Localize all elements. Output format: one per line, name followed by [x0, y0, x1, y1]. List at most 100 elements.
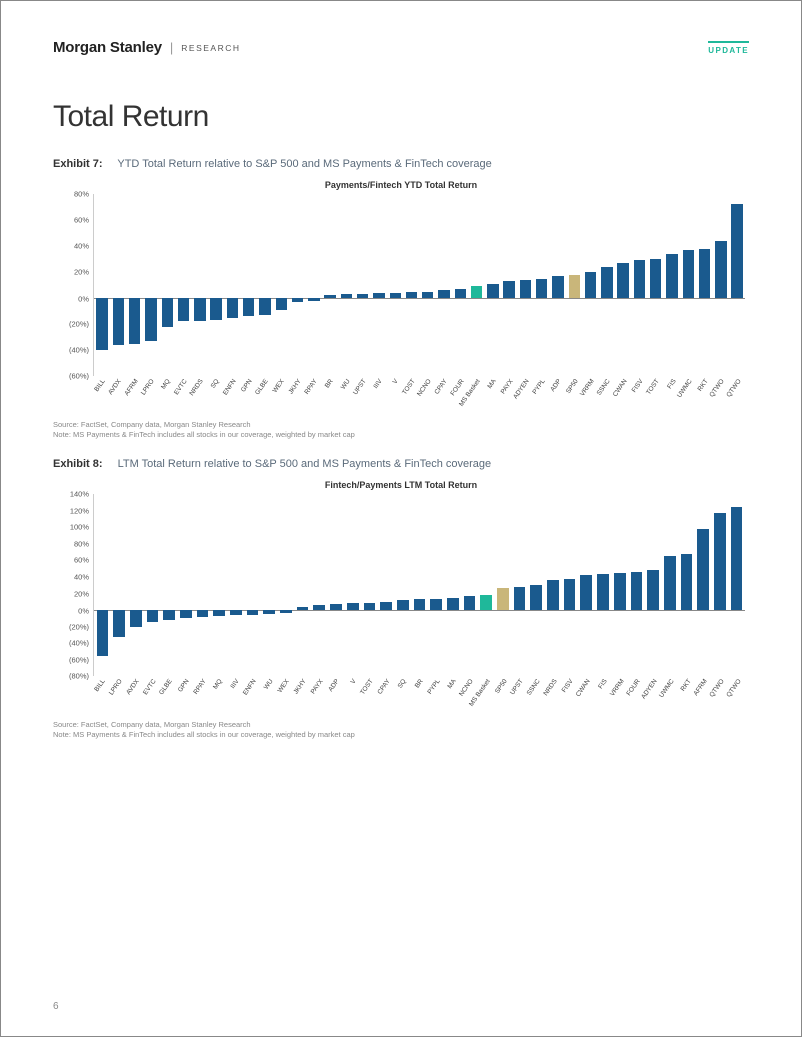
bar-slot [478, 494, 495, 676]
bar-slot [595, 494, 612, 676]
x-axis-label-slot: FISV [631, 376, 647, 414]
brand-block: Morgan Stanley | RESEARCH [53, 39, 241, 56]
bar [514, 587, 526, 610]
x-axis-label: MQ [160, 378, 172, 391]
bar-slot [94, 494, 111, 676]
x-axis-label: AVDX [108, 378, 124, 396]
exhibit8-label: Exhibit 8: LTM Total Return relative to … [53, 458, 749, 470]
bar [280, 610, 292, 612]
y-axis-label: 40% [74, 572, 94, 581]
bar-slot [244, 494, 261, 676]
x-axis-label-slot: WU [260, 676, 277, 714]
bar [471, 286, 482, 298]
y-axis-label: 80% [74, 190, 94, 199]
y-axis-label: 40% [74, 242, 94, 251]
bar-slot [561, 494, 578, 676]
bar-slot [615, 194, 631, 376]
x-axis-label: SSNC [526, 678, 542, 697]
x-axis-label: CWAN [575, 678, 592, 698]
exhibit7-source: Source: FactSet, Company data, Morgan St… [53, 420, 749, 440]
x-axis-label-slot: MS Basket [478, 676, 495, 714]
y-axis-label: (60%) [69, 655, 94, 664]
x-axis-label: SQ [397, 678, 408, 690]
exhibit8-chart: 140%120%100%80%60%40%20%0%(20%)(40%)(60%… [53, 494, 749, 714]
x-axis-label-slot: GLBE [160, 676, 177, 714]
x-axis-label-slot: UWMC [661, 676, 678, 714]
x-axis-label: MA [487, 378, 498, 390]
x-axis-label: NCNO [458, 678, 475, 698]
bar [230, 610, 242, 615]
bar [213, 610, 225, 616]
y-axis-label: (40%) [69, 639, 94, 648]
bar-slot [511, 494, 528, 676]
bar-slot [110, 194, 126, 376]
x-axis-label-slot: QTWO [729, 376, 745, 414]
exhibit8-chart-title: Fintech/Payments LTM Total Return [53, 480, 749, 490]
bar [536, 279, 547, 299]
bar [585, 272, 596, 298]
y-axis-label: (80%) [69, 672, 94, 681]
bar-slot [645, 494, 662, 676]
exhibit7-chart-title: Payments/Fintech YTD Total Return [53, 180, 749, 190]
y-axis-label: 60% [74, 556, 94, 565]
bar [347, 603, 359, 610]
bar [364, 603, 376, 610]
x-axis-label-slot: AFRM [126, 376, 142, 414]
bar [564, 579, 576, 610]
bar-slot [648, 194, 664, 376]
x-axis-label: JKHY [292, 678, 307, 696]
bar [276, 298, 287, 310]
x-axis-label: TOST [359, 678, 375, 696]
bar-slot [461, 494, 478, 676]
x-axis-label: FISV [561, 678, 575, 694]
bar-slot [452, 194, 468, 376]
x-axis-label: VRRM [609, 678, 626, 698]
bar [113, 610, 125, 636]
y-axis-label: (20%) [69, 320, 94, 329]
x-axis-label: QTWO [725, 678, 742, 699]
x-axis-label-slot: GPN [240, 376, 256, 414]
x-axis-label-slot: PAYX [310, 676, 327, 714]
x-axis-label-slot: IIIV [370, 376, 386, 414]
x-axis-label: IIIV [230, 678, 241, 690]
bar-slot [411, 494, 428, 676]
x-axis-label: WEX [272, 378, 286, 394]
bar [664, 556, 676, 610]
x-axis-label-slot: GLBE [256, 376, 272, 414]
x-axis-label: RKT [697, 378, 710, 393]
bar-slot [664, 194, 680, 376]
bar-slot [127, 194, 143, 376]
bar-slot [289, 194, 305, 376]
bar [380, 602, 392, 610]
bar [341, 294, 352, 298]
bar-slot [394, 494, 411, 676]
x-axis-label-slot: FISV [561, 676, 578, 714]
x-axis-label-slot: RPAY [305, 376, 321, 414]
x-axis-label: RKT [679, 678, 692, 693]
bar [447, 598, 459, 610]
x-axis-label-slot: UWMC [680, 376, 696, 414]
x-axis-label: WU [262, 678, 274, 691]
x-axis-label: PAYX [499, 378, 514, 395]
x-axis-label: PYPL [532, 378, 547, 396]
bar [163, 610, 175, 620]
x-axis-label: BILL [93, 378, 106, 393]
x-axis-label: GPN [177, 678, 191, 694]
bar-slot [611, 494, 628, 676]
bar [308, 298, 319, 301]
bar [552, 276, 563, 298]
x-axis-label: LPRO [140, 378, 156, 397]
exhibit8-desc: LTM Total Return relative to S&P 500 and… [118, 458, 492, 470]
x-axis-label-slot: PYPL [533, 376, 549, 414]
x-axis-label-slot: AVDX [109, 376, 125, 414]
x-axis-label-slot: CPAY [435, 376, 451, 414]
brand-separator: | [170, 40, 173, 55]
exhibit8-xlabels: BILLLPROAVDXEVTCGLBEGPNRPAYMQIIIVENFNWUW… [93, 676, 745, 714]
bar [699, 249, 710, 298]
x-axis-label: UPST [352, 378, 368, 396]
bar [438, 290, 449, 298]
bar-slot [517, 194, 533, 376]
bar-slot [192, 194, 208, 376]
bar [631, 572, 643, 610]
bar-slot [599, 194, 615, 376]
